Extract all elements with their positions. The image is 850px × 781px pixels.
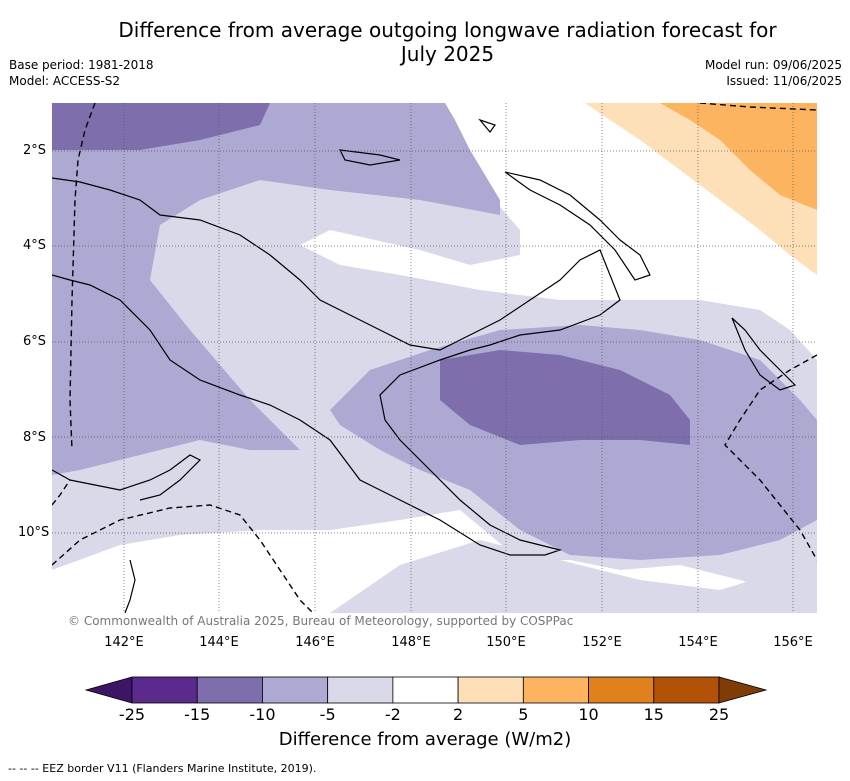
colorbar-segments <box>131 676 720 704</box>
model-run-date: Model run: 09/06/2025 <box>704 58 842 72</box>
negative-5-northwest <box>52 103 500 475</box>
colorbar-tick-label: -25 <box>118 705 146 724</box>
colorbar-segment <box>131 676 198 704</box>
lat-tick-2s: 2°S <box>22 143 46 158</box>
base-period: Base period: 1981-2018 <box>9 58 154 72</box>
lon-tick-148e: 148°E <box>391 635 431 650</box>
run-issue-info: Model run: 09/06/2025 Issued: 11/06/2025 <box>705 57 842 89</box>
lon-tick-156e: 156°E <box>773 635 813 650</box>
eez-borders <box>52 103 817 613</box>
colorbar-tick-label: -10 <box>249 705 276 724</box>
colorbar-high-extend <box>718 676 768 704</box>
map-title: Difference from average outgoing longwav… <box>0 18 850 66</box>
lat-tick-4s: 4°S <box>22 238 46 253</box>
colorbar <box>84 676 768 704</box>
colorbar-segment <box>262 676 329 704</box>
map-title-line2: July 2025 <box>400 42 495 66</box>
lat-tick-6s: 6°S <box>22 334 46 349</box>
colorbar-segment <box>522 676 589 704</box>
colorbar-tick-label: -15 <box>184 705 211 724</box>
anomaly-field <box>52 103 817 613</box>
lon-tick-152e: 152°E <box>582 635 622 650</box>
negative-10-central <box>440 350 690 445</box>
colorbar-low-extend <box>84 676 133 704</box>
lon-tick-146e: 146°E <box>295 635 335 650</box>
lon-tick-144e: 144°E <box>199 635 239 650</box>
colorbar-tick-label: 5 <box>518 705 529 724</box>
colorbar-segment <box>457 676 524 704</box>
colorbar-segment <box>327 676 394 704</box>
eez-footnote: -- -- -- EEZ border V11 (Flanders Marine… <box>8 762 317 775</box>
lon-tick-142e: 142°E <box>104 635 144 650</box>
coastlines <box>52 118 797 613</box>
positive-5-northeast <box>660 103 817 210</box>
colorbar-tick-label: 2 <box>453 705 464 724</box>
colorbar-tick-label: 10 <box>578 705 599 724</box>
map-title-line1: Difference from average outgoing longwav… <box>118 18 777 42</box>
negative-10-northwest <box>52 103 270 150</box>
colorbar-segment <box>653 676 720 704</box>
lat-tick-8s: 8°S <box>22 430 46 445</box>
lon-tick-154e: 154°E <box>678 635 718 650</box>
colorbar-tick-label: -5 <box>319 705 336 724</box>
graticule <box>52 103 817 613</box>
lat-tick-10s: 10°S <box>18 525 50 540</box>
base-model-info: Base period: 1981-2018 Model: ACCESS-S2 <box>9 57 154 89</box>
colorbar-title: Difference from average (W/m2) <box>278 729 572 750</box>
colorbar-tick-label: 15 <box>643 705 664 724</box>
lon-tick-150e: 150°E <box>486 635 526 650</box>
colorbar-tick-label: -2 <box>384 705 401 724</box>
issued-date: Issued: 11/06/2025 <box>726 74 842 88</box>
model-name: Model: ACCESS-S2 <box>9 74 121 88</box>
colorbar-segment <box>392 676 459 704</box>
colorbar-segment <box>588 676 655 704</box>
colorbar-tick-label: 25 <box>708 705 730 724</box>
copyright-notice: © Commonwealth of Australia 2025, Bureau… <box>68 614 574 628</box>
colorbar-segment <box>196 676 263 704</box>
weak-negative-south <box>330 540 817 613</box>
